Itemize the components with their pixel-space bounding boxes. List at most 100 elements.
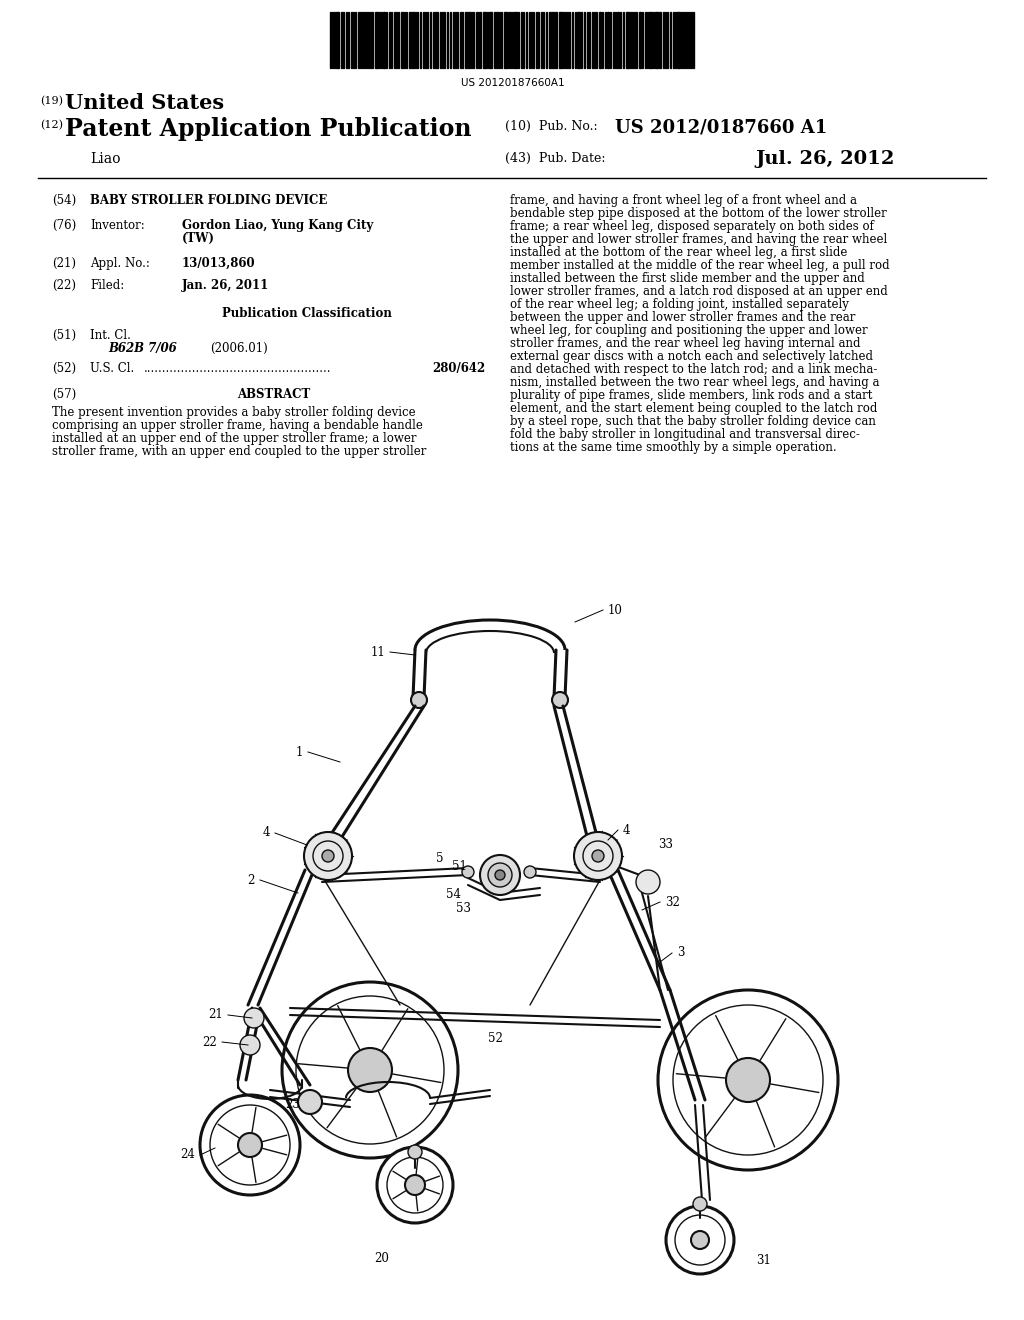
Circle shape [488, 863, 512, 887]
Bar [659, 12, 662, 69]
Text: 33: 33 [658, 838, 673, 851]
Circle shape [238, 1133, 262, 1158]
Text: stroller frame, with an upper end coupled to the upper stroller: stroller frame, with an upper end couple… [52, 445, 426, 458]
Bar [409, 12, 411, 69]
Text: installed between the first slide member and the upper and: installed between the first slide member… [510, 272, 864, 285]
Text: B62B 7/06: B62B 7/06 [108, 342, 177, 355]
Circle shape [200, 1096, 300, 1195]
Text: Appl. No.:: Appl. No.: [90, 257, 150, 271]
Text: frame, and having a front wheel leg of a front wheel and a: frame, and having a front wheel leg of a… [510, 194, 857, 207]
Text: 24: 24 [180, 1148, 195, 1162]
Bar [514, 12, 517, 69]
Text: and detached with respect to the latch rod; and a link mecha-: and detached with respect to the latch r… [510, 363, 878, 376]
Bar [599, 12, 601, 69]
Text: 52: 52 [488, 1031, 503, 1044]
Text: 3: 3 [677, 946, 684, 960]
Text: plurality of pipe frames, slide members, link rods and a start: plurality of pipe frames, slide members,… [510, 389, 872, 403]
Circle shape [387, 1158, 443, 1213]
Circle shape [673, 1005, 823, 1155]
Text: 53: 53 [456, 902, 471, 915]
Circle shape [348, 1048, 392, 1092]
Text: external gear discs with a notch each and selectively latched: external gear discs with a notch each an… [510, 350, 873, 363]
Bar [412, 12, 414, 69]
Text: wheel leg, for coupling and positioning the upper and lower: wheel leg, for coupling and positioning … [510, 323, 867, 337]
Bar [559, 12, 562, 69]
Bar [552, 12, 554, 69]
Text: (54): (54) [52, 194, 76, 207]
Bar [577, 12, 580, 69]
Text: 21: 21 [208, 1008, 223, 1022]
Text: 280/642: 280/642 [432, 362, 485, 375]
Circle shape [282, 982, 458, 1158]
Circle shape [408, 1144, 422, 1159]
Bar [617, 12, 618, 69]
Text: fold the baby stroller in longitudinal and transversal direc-: fold the baby stroller in longitudinal a… [510, 428, 860, 441]
Text: US 2012/0187660 A1: US 2012/0187660 A1 [615, 117, 827, 136]
Text: United States: United States [65, 92, 224, 114]
Text: member installed at the middle of the rear wheel leg, a pull rod: member installed at the middle of the re… [510, 259, 890, 272]
Text: (10)  Pub. No.:: (10) Pub. No.: [505, 120, 598, 133]
Text: bendable step pipe disposed at the bottom of the lower stroller: bendable step pipe disposed at the botto… [510, 207, 887, 220]
Circle shape [675, 1214, 725, 1265]
Text: 13/013,860: 13/013,860 [182, 257, 256, 271]
Bar [489, 12, 492, 69]
Text: ABSTRACT: ABSTRACT [237, 388, 310, 401]
Circle shape [583, 841, 613, 871]
Text: 31: 31 [756, 1254, 771, 1266]
Text: installed at an upper end of the upper stroller frame; a lower: installed at an upper end of the upper s… [52, 432, 417, 445]
Text: (52): (52) [52, 362, 76, 375]
Text: 10: 10 [608, 603, 623, 616]
Circle shape [658, 990, 838, 1170]
Text: The present invention provides a baby stroller folding device: The present invention provides a baby st… [52, 407, 416, 418]
Bar [607, 12, 609, 69]
Text: tions at the same time smoothly by a simple operation.: tions at the same time smoothly by a sim… [510, 441, 837, 454]
Bar [677, 12, 680, 69]
Circle shape [524, 866, 536, 878]
Circle shape [313, 841, 343, 871]
Text: nism, installed between the two rear wheel legs, and having a: nism, installed between the two rear whe… [510, 376, 880, 389]
Text: 11: 11 [371, 645, 385, 659]
Text: (12): (12) [40, 120, 63, 131]
Text: element, and the start element being coupled to the latch rod: element, and the start element being cou… [510, 403, 878, 414]
Text: (51): (51) [52, 329, 76, 342]
Text: BABY STROLLER FOLDING DEVICE: BABY STROLLER FOLDING DEVICE [90, 194, 328, 207]
Text: Int. Cl.: Int. Cl. [90, 329, 131, 342]
Bar [468, 12, 470, 69]
Text: 54: 54 [446, 888, 461, 902]
Bar [483, 12, 486, 69]
Text: installed at the bottom of the rear wheel leg, a first slide: installed at the bottom of the rear whee… [510, 246, 848, 259]
Circle shape [666, 1206, 734, 1274]
Text: between the upper and lower stroller frames and the rear: between the upper and lower stroller fra… [510, 312, 855, 323]
Text: 5: 5 [436, 851, 443, 865]
Text: the upper and lower stroller frames, and having the rear wheel: the upper and lower stroller frames, and… [510, 234, 887, 246]
Bar [383, 12, 385, 69]
Text: 51: 51 [452, 859, 467, 873]
Bar [504, 12, 507, 69]
Bar [375, 12, 378, 69]
Circle shape [210, 1105, 290, 1185]
Text: Jan. 26, 2011: Jan. 26, 2011 [182, 279, 269, 292]
Circle shape [480, 855, 520, 895]
Circle shape [244, 1008, 264, 1028]
Text: 20: 20 [374, 1251, 389, 1265]
Bar [549, 12, 551, 69]
Circle shape [406, 1175, 425, 1195]
Circle shape [304, 832, 352, 880]
Circle shape [298, 1090, 322, 1114]
Circle shape [592, 850, 604, 862]
Circle shape [691, 1232, 709, 1249]
Text: Liao: Liao [90, 152, 121, 166]
Text: US 20120187660A1: US 20120187660A1 [461, 78, 564, 88]
Text: lower stroller frames, and a latch rod disposed at an upper end: lower stroller frames, and a latch rod d… [510, 285, 888, 298]
Bar [401, 12, 403, 69]
Circle shape [240, 1035, 260, 1055]
Circle shape [693, 1197, 707, 1210]
Text: (76): (76) [52, 219, 76, 232]
Text: (TW): (TW) [182, 232, 215, 246]
Bar [336, 12, 339, 69]
Text: Filed:: Filed: [90, 279, 124, 292]
Text: Gordon Liao, Yung Kang City: Gordon Liao, Yung Kang City [182, 219, 374, 232]
Bar [435, 12, 438, 69]
Text: U.S. Cl.: U.S. Cl. [90, 362, 138, 375]
Text: (43)  Pub. Date:: (43) Pub. Date: [505, 152, 605, 165]
